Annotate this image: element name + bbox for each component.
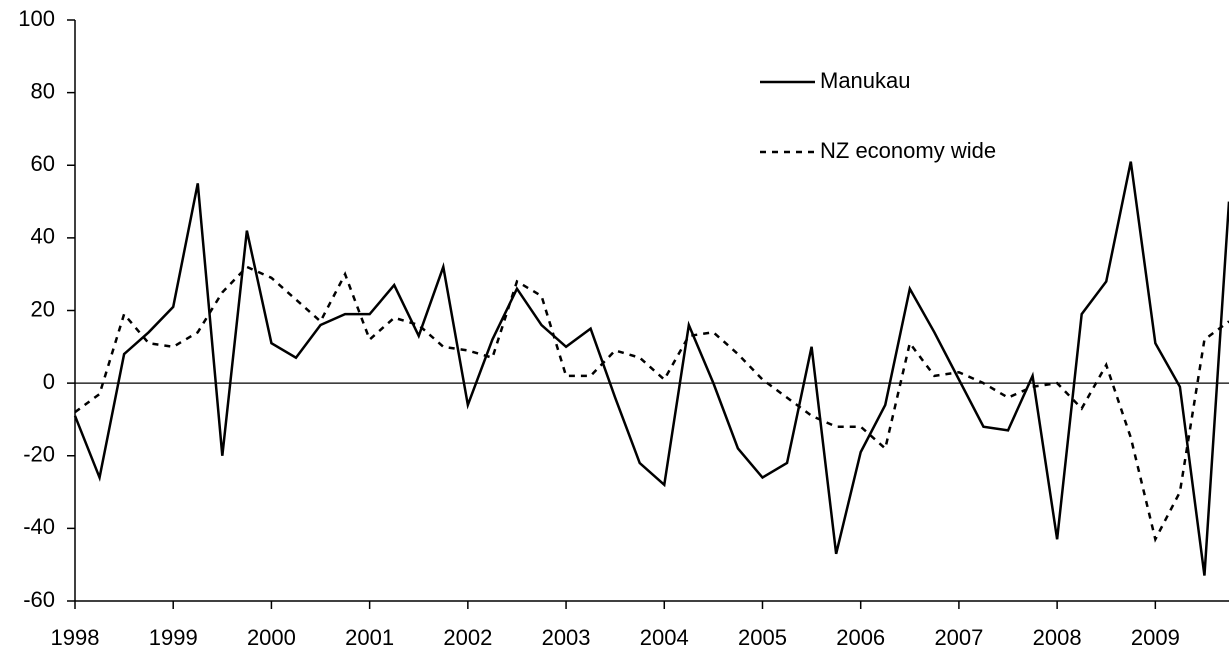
x-tick-label: 2003 — [542, 625, 591, 650]
y-tick-label: 20 — [31, 296, 55, 321]
y-tick-label: 40 — [31, 224, 55, 249]
x-tick-label: 1998 — [51, 625, 100, 650]
x-tick-label: 1999 — [149, 625, 198, 650]
y-tick-label: 60 — [31, 151, 55, 176]
x-tick-label: 2001 — [345, 625, 394, 650]
x-tick-label: 2007 — [934, 625, 983, 650]
x-tick-label: 2002 — [443, 625, 492, 650]
x-tick-label: 2009 — [1131, 625, 1180, 650]
line-series — [73, 161, 1229, 576]
y-tick-label: 0 — [43, 369, 55, 394]
x-tick-label: 2000 — [247, 625, 296, 650]
x-tick-label: 2006 — [836, 625, 885, 650]
y-tick-label: 80 — [31, 78, 55, 103]
y-tick-label: 100 — [18, 6, 55, 31]
y-tick-label: -40 — [23, 514, 55, 539]
line-series — [74, 265, 1229, 543]
legend-label: NZ economy wide — [820, 138, 996, 163]
x-tick-label: 2004 — [640, 625, 689, 650]
x-tick-label: 2005 — [738, 625, 787, 650]
x-tick-label: 2008 — [1033, 625, 1082, 650]
y-tick-label: -60 — [23, 587, 55, 612]
y-tick-label: -20 — [23, 442, 55, 467]
legend-label: Manukau — [820, 68, 911, 93]
